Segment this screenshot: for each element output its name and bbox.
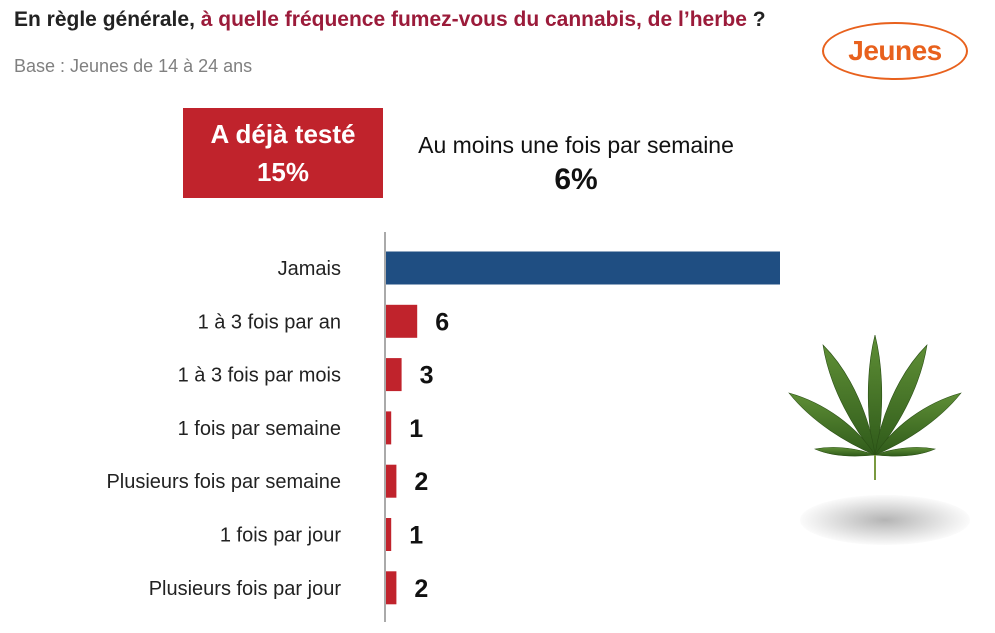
logo-text: Jeunes: [848, 35, 942, 66]
data-label: 2: [414, 468, 428, 496]
cannabis-leaf-icon: [788, 335, 962, 480]
bar: [386, 571, 397, 605]
data-label: 6: [435, 308, 449, 336]
title-question: à quelle fréquence fumez-vous du cannabi…: [200, 8, 747, 31]
category-label: 1 fois par semaine: [178, 418, 341, 440]
base-subtitle: Base : Jeunes de 14 à 24 ans: [14, 56, 253, 76]
data-label: 2: [414, 575, 428, 603]
title-suffix: ?: [746, 8, 766, 31]
tested-label: A déjà testé: [210, 119, 356, 149]
weekly-callout: Au moins une fois par semaine 6%: [396, 132, 756, 197]
bar: [386, 304, 418, 338]
category-label: 1 à 3 fois par mois: [178, 365, 341, 387]
category-label: Jamais: [278, 258, 341, 280]
tested-callout: A déjà testé 15%: [183, 108, 383, 198]
data-label: 3: [420, 362, 434, 390]
category-label: 1 à 3 fois par an: [198, 311, 341, 333]
category-label: Plusieurs fois par semaine: [106, 471, 341, 493]
bar: [386, 251, 780, 285]
title-prefix: En règle générale,: [14, 8, 201, 31]
bar: [386, 358, 402, 392]
data-label: 1: [409, 522, 423, 550]
category-label: Plusieurs fois par jour: [149, 578, 342, 600]
data-label: 1: [409, 415, 423, 443]
bar: [386, 411, 392, 445]
category-label: 1 fois par jour: [220, 525, 342, 547]
weekly-value: 6%: [554, 163, 598, 196]
bar: [386, 518, 392, 551]
bar: [386, 464, 397, 498]
jeunes-logo: Jeunes: [822, 22, 968, 80]
leaf-shadow: [800, 495, 970, 545]
tested-value: 15%: [256, 157, 310, 187]
weekly-label: Au moins une fois par semaine: [418, 132, 734, 158]
page-title: En règle générale, à quelle fréquence fu…: [14, 8, 766, 32]
